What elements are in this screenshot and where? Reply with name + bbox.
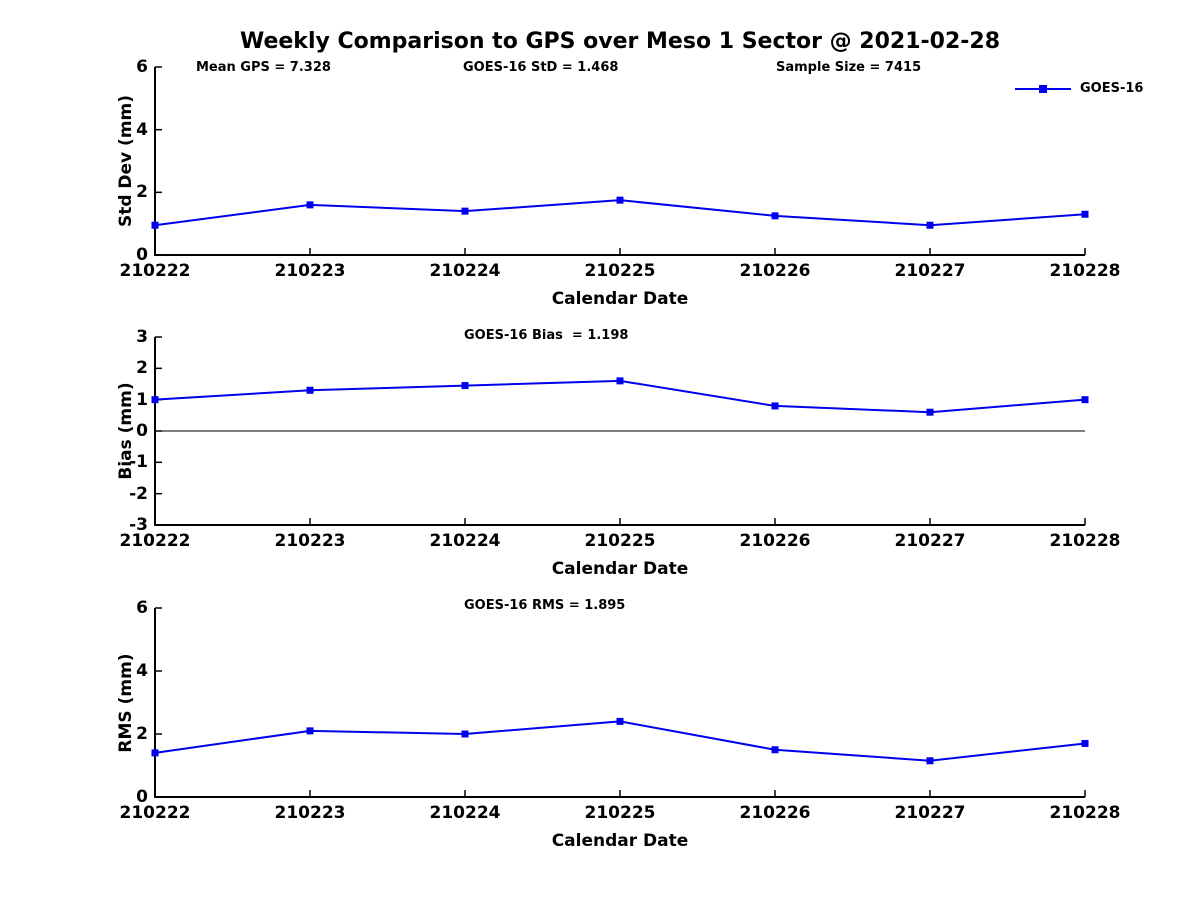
x-tick-label: 210228: [1049, 803, 1121, 823]
x-tick-label: 210223: [274, 803, 346, 823]
legend: GOES-16: [1014, 81, 1143, 96]
y-tick-label: 0: [136, 787, 148, 807]
xlabel-calendar-date-3: Calendar Date: [551, 831, 689, 851]
x-tick-label: 210226: [739, 803, 811, 823]
x-tick-label: 210224: [429, 261, 501, 281]
y-tick-label: 0: [136, 245, 148, 265]
y-tick-label: 2: [136, 358, 148, 378]
annotation-goes16-std: GOES-16 StD = 1.468: [463, 60, 619, 75]
subplot2-title: GOES-16 Bias = 1.198: [464, 328, 629, 343]
y-tick-label: 4: [136, 661, 148, 681]
x-tick-label: 210224: [429, 531, 501, 551]
annotation-mean-gps: Mean GPS = 7.328: [196, 60, 331, 75]
y-tick-label: 2: [136, 182, 148, 202]
annotation-sample-size: Sample Size = 7415: [776, 60, 922, 75]
y-tick-label: 1: [136, 390, 148, 410]
x-tick-label: 210228: [1049, 261, 1121, 281]
x-tick-label: 210228: [1049, 531, 1121, 551]
x-tick-label: 210226: [739, 531, 811, 551]
y-tick-label: -2: [129, 484, 148, 504]
ylabel-std-dev: Std Dev (mm): [116, 94, 136, 228]
legend-line-marker-icon: [1015, 84, 1071, 93]
x-tick-label: 210227: [894, 803, 966, 823]
y-tick-label: -1: [129, 452, 148, 472]
y-tick-label: 2: [136, 724, 148, 744]
ylabel-rms: RMS (mm): [116, 653, 136, 753]
x-tick-label: 210227: [894, 531, 966, 551]
x-tick-label: 210225: [584, 803, 656, 823]
legend-label: GOES-16: [1080, 81, 1144, 96]
x-tick-label: 210223: [274, 531, 346, 551]
xlabel-calendar-date-2: Calendar Date: [551, 559, 689, 579]
subplot3-title: GOES-16 RMS = 1.895: [464, 598, 626, 613]
x-tick-label: 210225: [584, 261, 656, 281]
y-tick-label: 0: [136, 421, 148, 441]
xlabel-calendar-date-1: Calendar Date: [551, 289, 689, 309]
x-tick-label: 210222: [119, 261, 191, 281]
figure-title: Weekly Comparison to GPS over Meso 1 Sec…: [239, 29, 1001, 54]
y-tick-label: 3: [136, 327, 148, 347]
x-tick-label: 210227: [894, 261, 966, 281]
x-tick-label: 210222: [119, 531, 191, 551]
x-tick-label: 210223: [274, 261, 346, 281]
x-tick-label: 210226: [739, 261, 811, 281]
x-tick-label: 210225: [584, 531, 656, 551]
x-tick-label: 210222: [119, 803, 191, 823]
y-tick-label: 6: [136, 57, 148, 77]
y-tick-label: -3: [129, 515, 148, 535]
y-tick-label: 6: [136, 598, 148, 618]
x-tick-label: 210224: [429, 803, 501, 823]
y-tick-label: 4: [136, 120, 148, 140]
